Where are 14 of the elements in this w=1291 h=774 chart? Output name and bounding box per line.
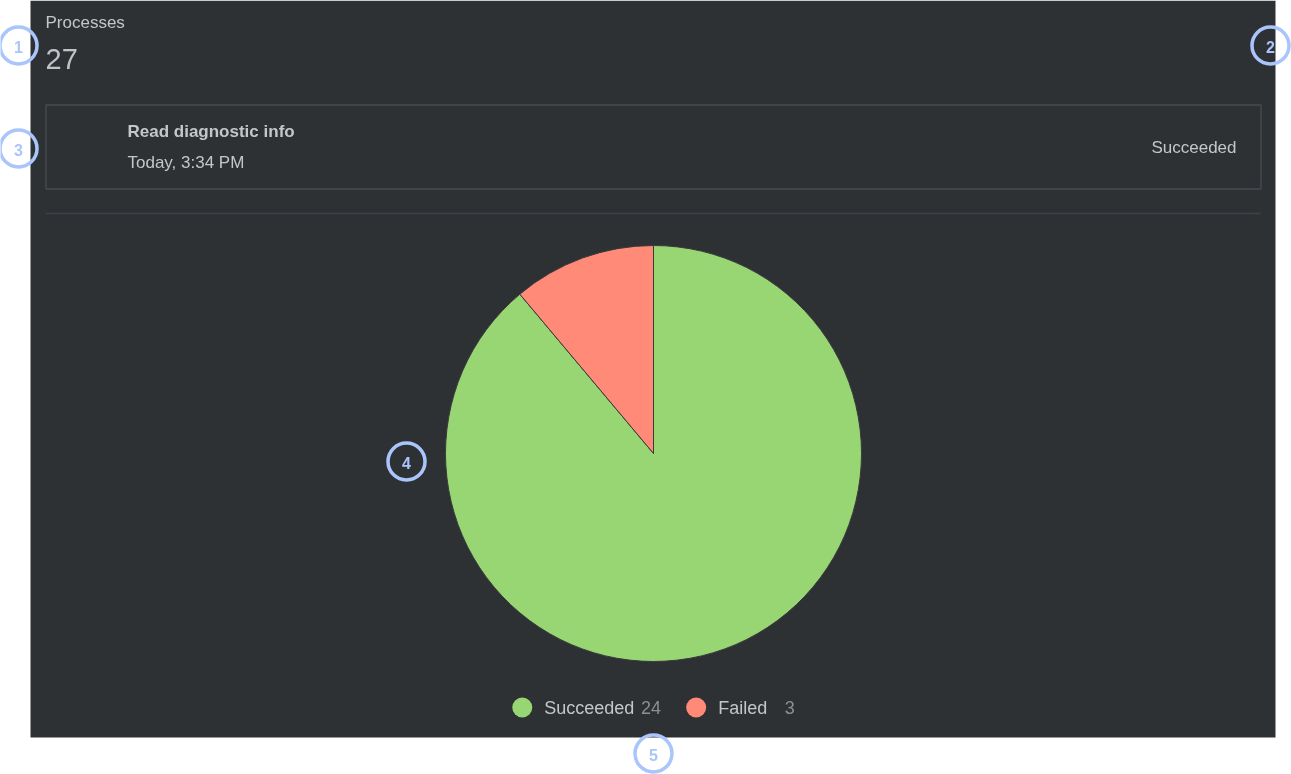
- text: Read diagnostic info: [127, 122, 295, 141]
- text: 2: [1266, 38, 1276, 56]
- data-label: 3: [784, 698, 795, 718]
- legend-label: Succeeded: [544, 697, 635, 718]
- text: 4: [402, 454, 412, 472]
- text: 1: [14, 38, 24, 56]
- text: 27: [45, 42, 78, 75]
- data-label: 24: [641, 698, 662, 718]
- text: Succeeded: [1151, 138, 1237, 157]
- text: 5: [649, 746, 659, 764]
- text: Today, 3:34 PM: [127, 153, 245, 172]
- legend-label: Failed: [718, 697, 768, 718]
- text: Processes: [45, 13, 125, 32]
- text: 3: [14, 141, 24, 159]
